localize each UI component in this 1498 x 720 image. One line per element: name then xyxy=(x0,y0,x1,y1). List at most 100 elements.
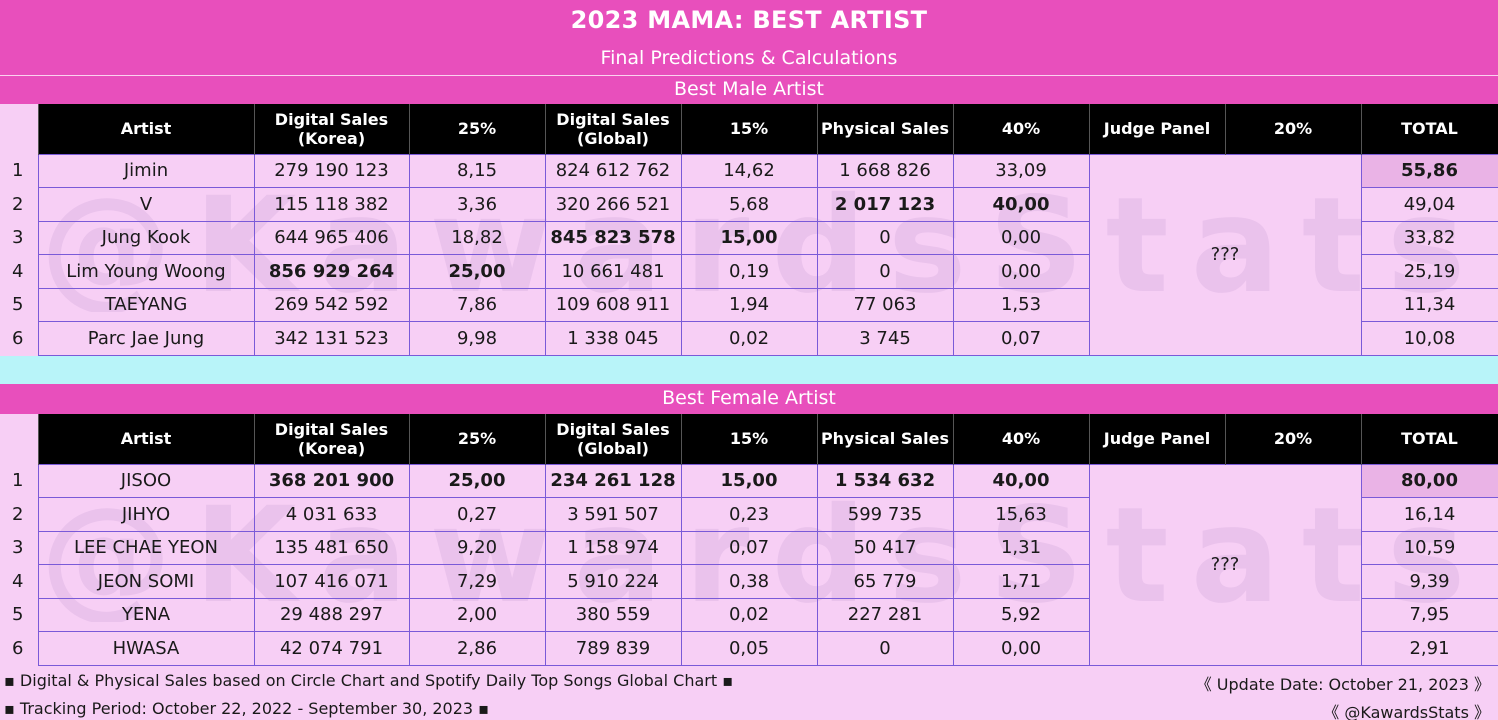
artist-cell: JEON SOMI xyxy=(37,564,255,599)
value-cell-dk: 29 488 297 xyxy=(253,597,410,632)
rank-cell: 4 xyxy=(12,260,24,282)
rank-cell: 1 xyxy=(12,160,24,182)
artist-cell: Parc Jae Jung xyxy=(37,321,255,356)
value-cell-p25: 7,86 xyxy=(408,287,546,322)
value-cell-dk: 115 118 382 xyxy=(253,187,410,222)
value-cell-ph: 77 063 xyxy=(816,287,954,322)
value-cell-dg: 320 266 521 xyxy=(544,187,682,222)
value-cell-ph: 0 xyxy=(816,631,954,666)
table-row: 1 JISOO 368 201 900 25,00 234 261 128 15,00 1 … xyxy=(0,463,1498,666)
value-cell-p15: 0,02 xyxy=(680,321,818,356)
rank-cell: 1 xyxy=(12,470,24,492)
female-artist-table: Artist Digital Sales (Korea) 25% Digital … xyxy=(0,414,1498,666)
col-digital-global: Digital Sales (Global) xyxy=(544,104,682,154)
table-row: 4 Lim Young Woong 856 929 264 25,00 10 661 4… xyxy=(0,254,1498,289)
value-cell-p15: 15,00 xyxy=(680,463,818,498)
page-title: 2023 MAMA: BEST ARTIST xyxy=(570,6,928,34)
value-cell-p15: 0,07 xyxy=(680,530,818,565)
judge-panel-cell: ??? xyxy=(1088,463,1362,666)
artist-cell: LEE CHAE YEON xyxy=(37,530,255,565)
value-cell-p15: 5,68 xyxy=(680,187,818,222)
value-cell-p15: 0,05 xyxy=(680,631,818,666)
value-cell-dg: 845 823 578 xyxy=(544,220,682,255)
artist-cell: JIHYO xyxy=(37,497,255,532)
table-row: 5 TAEYANG 269 542 592 7,86 109 608 911 1,94 77… xyxy=(0,287,1498,322)
page-subtitle: Final Predictions & Calculations xyxy=(600,47,898,69)
col-digital-korea: Digital Sales (Korea) xyxy=(253,104,410,154)
rank-cell: 6 xyxy=(12,637,24,659)
rank-cell: 3 xyxy=(12,537,24,559)
value-cell-p40: 0,07 xyxy=(952,321,1090,356)
female-section-title: Best Female Artist xyxy=(662,387,836,409)
col-20pct: 20% xyxy=(1224,414,1362,464)
value-cell-p40: 0,00 xyxy=(952,631,1090,666)
col-40pct: 40% xyxy=(952,414,1090,464)
value-cell-ph: 0 xyxy=(816,220,954,255)
total-cell: 25,19 xyxy=(1360,254,1498,289)
table-row: 5 YENA 29 488 297 2,00 380 559 0,02 227 281 5,9… xyxy=(0,597,1498,632)
value-cell-p25: 3,36 xyxy=(408,187,546,222)
col-25pct: 25% xyxy=(408,104,546,154)
value-cell-p15: 0,23 xyxy=(680,497,818,532)
value-cell-dk: 856 929 264 xyxy=(253,254,410,289)
value-cell-dg: 234 261 128 xyxy=(544,463,682,498)
value-cell-dk: 342 131 523 xyxy=(253,321,410,356)
col-judge: Judge Panel xyxy=(1088,104,1226,154)
female-header-row: Artist Digital Sales (Korea) 25% Digital … xyxy=(0,414,1498,464)
artist-cell: HWASA xyxy=(37,631,255,666)
value-cell-ph: 227 281 xyxy=(816,597,954,632)
table-row: 2 V 115 118 382 3,36 320 266 521 5,68 2 017 12… xyxy=(0,187,1498,222)
col-20pct: 20% xyxy=(1224,104,1362,154)
value-cell-p25: 2,00 xyxy=(408,597,546,632)
value-cell-dk: 279 190 123 xyxy=(253,153,410,188)
total-cell: 10,59 xyxy=(1360,530,1498,565)
col-15pct: 15% xyxy=(680,104,818,154)
value-cell-ph: 0 xyxy=(816,254,954,289)
value-cell-ph: 50 417 xyxy=(816,530,954,565)
table-row: 3 LEE CHAE YEON 135 481 650 9,20 1 158 974 0,… xyxy=(0,530,1498,565)
value-cell-dk: 42 074 791 xyxy=(253,631,410,666)
table-row: 6 HWASA 42 074 791 2,86 789 839 0,05 0 0,00 2,91 xyxy=(0,631,1498,666)
col-total: TOTAL xyxy=(1360,414,1498,464)
table-row: 4 JEON SOMI 107 416 071 7,29 5 910 224 0,38 65… xyxy=(0,564,1498,599)
title-divider xyxy=(0,75,1498,76)
value-cell-p15: 0,02 xyxy=(680,597,818,632)
total-cell: 9,39 xyxy=(1360,564,1498,599)
value-cell-p25: 25,00 xyxy=(408,463,546,498)
col-digital-global: Digital Sales (Global) xyxy=(544,414,682,464)
value-cell-dk: 269 542 592 xyxy=(253,287,410,322)
value-cell-dg: 5 910 224 xyxy=(544,564,682,599)
col-physical: Physical Sales xyxy=(816,104,954,154)
total-cell: 16,14 xyxy=(1360,497,1498,532)
section-separator xyxy=(0,356,1498,384)
male-section-title: Best Male Artist xyxy=(673,78,825,100)
value-cell-p25: 0,27 xyxy=(408,497,546,532)
judge-panel-cell: ??? xyxy=(1088,153,1362,356)
male-header-row: Artist Digital Sales (Korea) 25% Digital … xyxy=(0,104,1498,154)
value-cell-dk: 135 481 650 xyxy=(253,530,410,565)
value-cell-p25: 9,20 xyxy=(408,530,546,565)
col-total: TOTAL xyxy=(1360,104,1498,154)
value-cell-ph: 3 745 xyxy=(816,321,954,356)
col-15pct: 15% xyxy=(680,414,818,464)
value-cell-dk: 107 416 071 xyxy=(253,564,410,599)
footer-handle: 《 @KawardsStats 》 xyxy=(1323,703,1490,720)
value-cell-p25: 25,00 xyxy=(408,254,546,289)
rank-header xyxy=(0,104,38,154)
col-artist: Artist xyxy=(37,104,255,154)
value-cell-p15: 1,94 xyxy=(680,287,818,322)
value-cell-p25: 18,82 xyxy=(408,220,546,255)
title-band: 2023 MAMA: BEST ARTIST Final Predictions… xyxy=(0,0,1498,104)
value-cell-p40: 40,00 xyxy=(952,463,1090,498)
total-cell: 7,95 xyxy=(1360,597,1498,632)
rank-cell: 5 xyxy=(12,604,24,626)
rank-cell: 3 xyxy=(12,227,24,249)
value-cell-dg: 824 612 762 xyxy=(544,153,682,188)
rank-cell: 2 xyxy=(12,193,24,215)
total-cell: 11,34 xyxy=(1360,287,1498,322)
value-cell-p40: 0,00 xyxy=(952,254,1090,289)
value-cell-dg: 1 338 045 xyxy=(544,321,682,356)
value-cell-p40: 0,00 xyxy=(952,220,1090,255)
value-cell-dg: 1 158 974 xyxy=(544,530,682,565)
value-cell-ph: 1 668 826 xyxy=(816,153,954,188)
